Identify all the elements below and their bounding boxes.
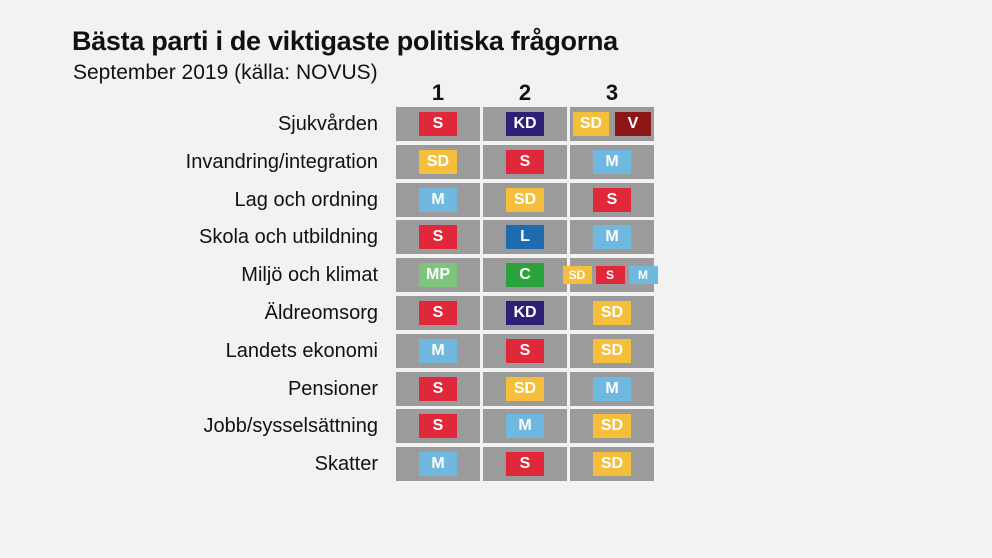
party-badge: KD [506, 112, 544, 136]
party-badge: S [419, 301, 457, 325]
table-cell: M [396, 334, 480, 368]
party-badge: L [506, 225, 544, 249]
chart-title: Bästa parti i de viktigaste politiska fr… [72, 26, 618, 56]
table-cell: SD S M [562, 258, 658, 292]
party-badge: C [506, 263, 544, 287]
table-cell: M [396, 183, 480, 217]
table-cell: KD [483, 107, 567, 141]
party-badge: M [419, 339, 457, 363]
chart-subtitle: September 2019 (källa: NOVUS) [73, 61, 378, 84]
party-badge: SD [562, 266, 592, 284]
table-cell: SD [570, 296, 654, 330]
party-badge: SD [593, 339, 631, 363]
row-label: Jobb/sysselsättning [203, 415, 378, 437]
table-cell: S [396, 107, 480, 141]
table-cell: SD [396, 145, 480, 179]
party-badge: SD [419, 150, 457, 174]
table-cell: SD [570, 334, 654, 368]
row-label: Skatter [314, 453, 378, 475]
party-badge: SD [593, 452, 631, 476]
party-badge: V [615, 112, 651, 136]
party-badge: SD [506, 188, 544, 212]
party-badge: SD [573, 112, 609, 136]
row-label: Lag och ordning [234, 189, 378, 211]
party-badge: M [419, 452, 457, 476]
party-badge: MP [419, 263, 457, 287]
party-badge: SD [593, 301, 631, 325]
row-label: Sjukvården [277, 113, 378, 135]
table-cell: SD [483, 372, 567, 406]
table-cell: S [483, 145, 567, 179]
table-cell: M [570, 220, 654, 254]
column-header: 1 [431, 80, 445, 105]
table-cell: C [483, 258, 567, 292]
party-badge: SD [593, 414, 631, 438]
table-cell: S [483, 334, 567, 368]
party-badge: SD [506, 377, 544, 401]
column-header: 2 [518, 80, 532, 105]
party-badge: M [506, 414, 544, 438]
table-cell: MP [396, 258, 480, 292]
party-badge: M [419, 188, 457, 212]
row-label: Invandring/integration [185, 151, 378, 173]
table-cell: M [570, 145, 654, 179]
party-badge: S [419, 377, 457, 401]
table-cell: KD [483, 296, 567, 330]
table-cell: S [483, 447, 567, 481]
table-cell: M [396, 447, 480, 481]
party-badge: M [628, 266, 658, 284]
table-cell: M [483, 409, 567, 443]
table-cell: SD V [570, 107, 654, 141]
party-badge: M [593, 150, 631, 174]
table-cell: S [570, 183, 654, 217]
party-badge: S [595, 266, 625, 284]
column-header: 3 [605, 80, 619, 105]
row-label: Äldreomsorg [264, 302, 378, 324]
party-badge: M [593, 377, 631, 401]
party-badge: S [506, 452, 544, 476]
table-cell: SD [483, 183, 567, 217]
table-cell: S [396, 372, 480, 406]
table-cell: L [483, 220, 567, 254]
party-badge: KD [506, 301, 544, 325]
party-badge: M [593, 225, 631, 249]
row-label: Pensioner [287, 378, 378, 400]
table-cell: S [396, 409, 480, 443]
row-label: Miljö och klimat [241, 264, 378, 286]
party-badge: S [506, 339, 544, 363]
party-badge: S [419, 414, 457, 438]
party-badge: S [593, 188, 631, 212]
table-cell: SD [570, 409, 654, 443]
party-badge: S [419, 112, 457, 136]
row-label: Landets ekonomi [225, 340, 378, 362]
table-cell: M [570, 372, 654, 406]
table-cell: SD [570, 447, 654, 481]
table-cell: S [396, 296, 480, 330]
party-badge: S [419, 225, 457, 249]
table-cell: S [396, 220, 480, 254]
row-label: Skola och utbildning [198, 226, 378, 248]
party-badge: S [506, 150, 544, 174]
